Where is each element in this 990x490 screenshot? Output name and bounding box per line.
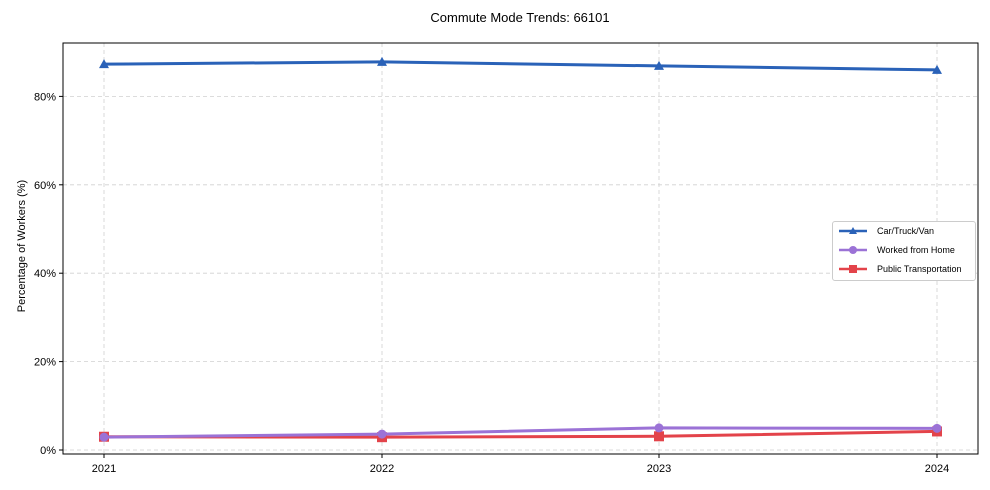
data-point-marker [99, 432, 109, 442]
y-tick-label: 20% [34, 357, 56, 369]
x-tick-label: 2024 [925, 463, 949, 475]
chart-title: Commute Mode Trends: 66101 [430, 10, 610, 25]
data-point-marker [99, 59, 109, 69]
x-tick-label: 2022 [370, 463, 394, 475]
data-point-marker [654, 423, 664, 433]
y-tick-label: 0% [40, 445, 56, 457]
y-tick-label: 80% [34, 91, 56, 103]
y-tick-label: 60% [34, 180, 56, 192]
legend-item-car: Car/Truck/Van [839, 224, 934, 238]
data-point-marker [654, 431, 664, 442]
series-line [103, 426, 938, 439]
x-tick-label: 2021 [92, 463, 116, 475]
legend-item-wfh: Worked from Home [839, 243, 955, 257]
y-tick-label: 40% [34, 268, 56, 280]
legend-item-public: Public Transportation [839, 262, 962, 276]
data-point-marker [932, 64, 942, 74]
data-point-marker [377, 429, 387, 439]
legend: Car/Truck/Van Worked from Home Public Tr… [832, 221, 976, 281]
data-point-marker [932, 423, 942, 433]
data-point-marker [654, 60, 664, 70]
series-line [103, 60, 938, 72]
plot-frame [62, 42, 979, 455]
data-point-marker [377, 56, 387, 66]
x-tick-label: 2023 [647, 463, 671, 475]
